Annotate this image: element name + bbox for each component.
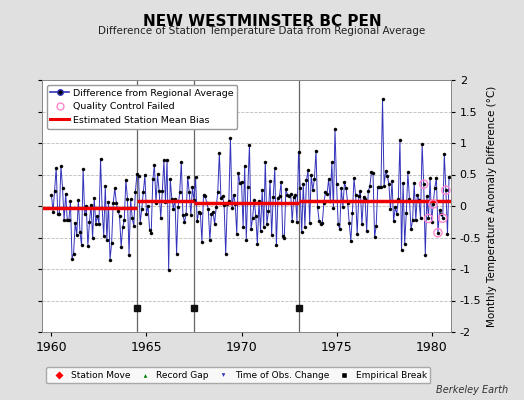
Point bbox=[429, 201, 438, 207]
Point bbox=[420, 181, 428, 187]
Text: NEW WESTMINSTER BC PEN: NEW WESTMINSTER BC PEN bbox=[143, 14, 381, 29]
Text: Berkeley Earth: Berkeley Earth bbox=[436, 385, 508, 395]
Point bbox=[442, 187, 450, 194]
Legend: Station Move, Record Gap, Time of Obs. Change, Empirical Break: Station Move, Record Gap, Time of Obs. C… bbox=[47, 367, 430, 384]
Text: Difference of Station Temperature Data from Regional Average: Difference of Station Temperature Data f… bbox=[99, 26, 425, 36]
Point bbox=[424, 215, 433, 222]
Point bbox=[434, 230, 442, 236]
Legend: Difference from Regional Average, Quality Control Failed, Estimated Station Mean: Difference from Regional Average, Qualit… bbox=[47, 85, 237, 129]
Point bbox=[439, 215, 447, 222]
Y-axis label: Monthly Temperature Anomaly Difference (°C): Monthly Temperature Anomaly Difference (… bbox=[487, 85, 497, 327]
